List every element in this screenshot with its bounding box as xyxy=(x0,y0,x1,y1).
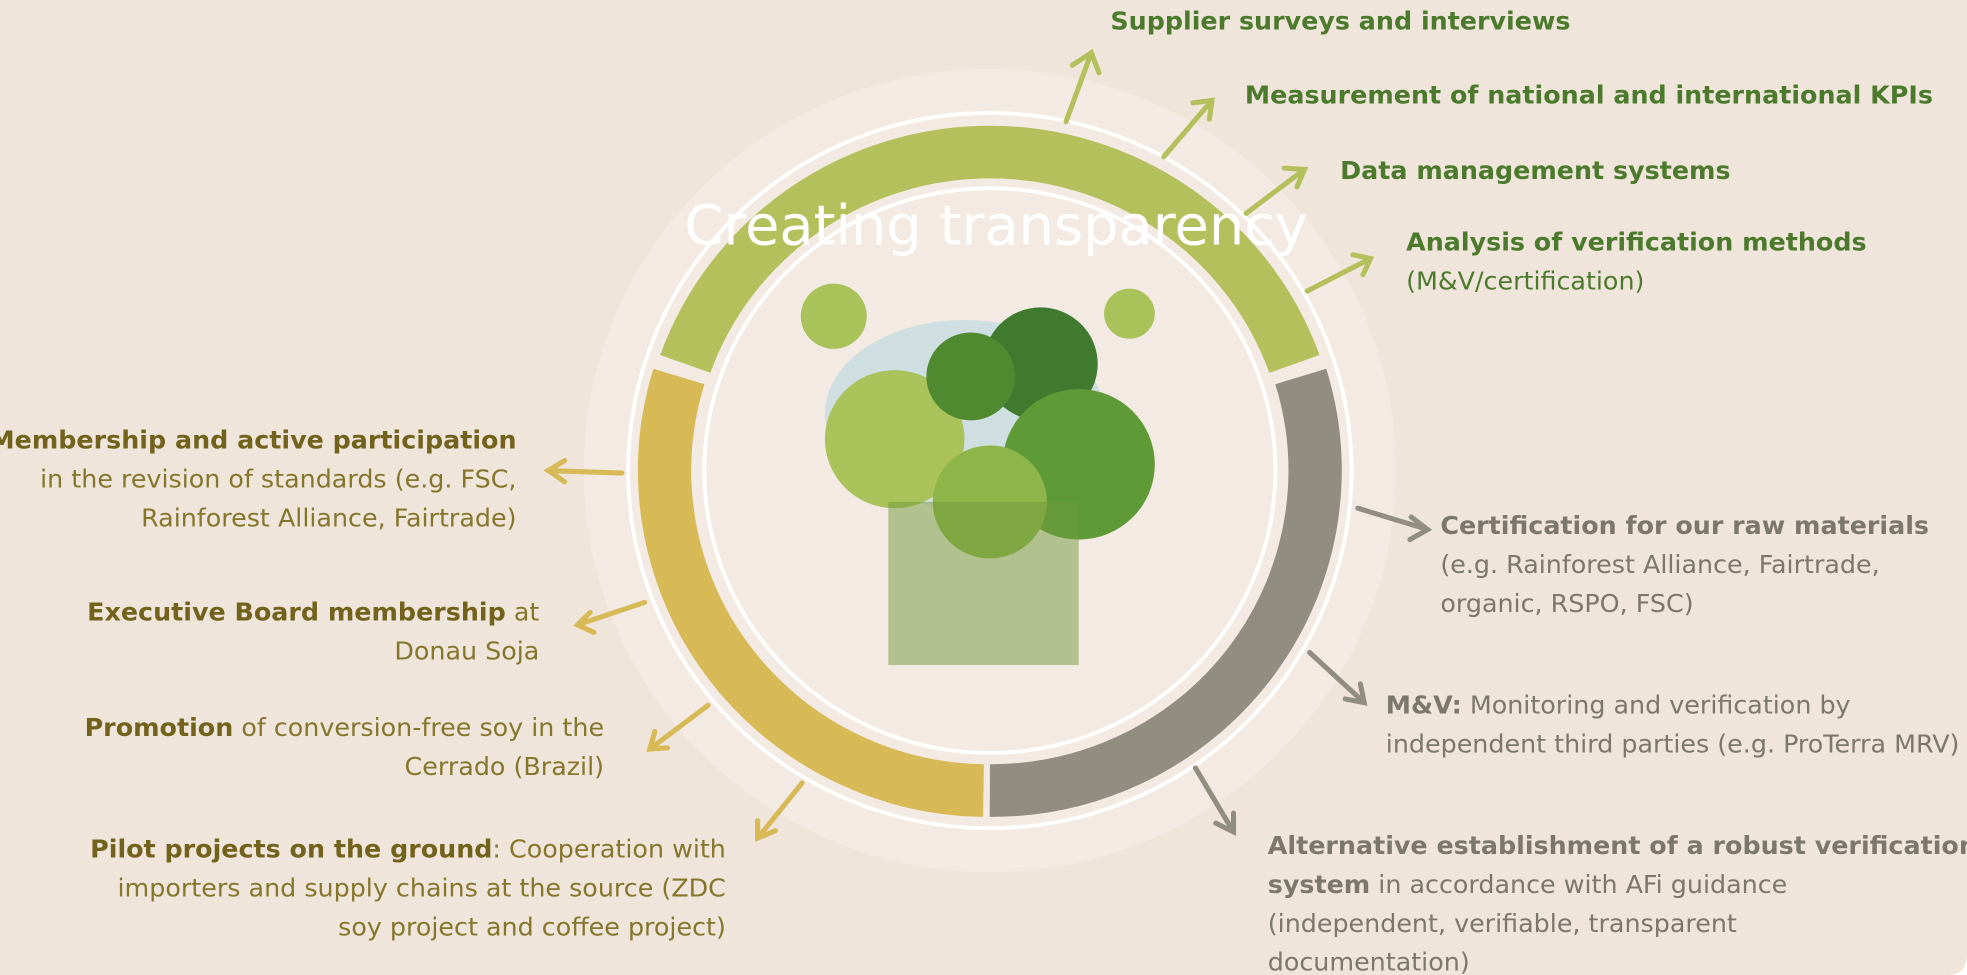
text: : Cooperation with xyxy=(492,835,725,864)
ring-label: Creating transparency xyxy=(684,194,1308,259)
text: independent third parties (e.g. ProTerra… xyxy=(1386,729,1960,758)
text: soy project and coffee project) xyxy=(338,913,726,942)
item-line: in the revision of standards (e.g. FSC, xyxy=(40,465,516,494)
bold-text: Alternative establishment of a robust ve… xyxy=(1268,831,1967,860)
text: in the revision of standards (e.g. FSC, xyxy=(40,465,516,494)
text: organic, RSPO, FSC) xyxy=(1440,589,1693,618)
item-line: M&V: Monitoring and verification by xyxy=(1386,691,1851,720)
item-line: independent third parties (e.g. ProTerra… xyxy=(1386,729,1960,758)
text: Donau Soja xyxy=(394,637,539,666)
text: Monitoring and verification by xyxy=(1462,691,1851,720)
icon xyxy=(801,284,867,349)
item-line: organic, RSPO, FSC) xyxy=(1440,589,1693,618)
diagram: Creating transparency Membership and act… xyxy=(0,0,1967,975)
text: (e.g. Rainforest Alliance, Fairtrade, xyxy=(1440,550,1879,579)
item-line: Alternative establishment of a robust ve… xyxy=(1268,831,1967,860)
item-line: (independent, verifiable, transparent xyxy=(1268,909,1737,938)
text: importers and supply chains at the sourc… xyxy=(118,874,726,903)
bold-text: Promotion xyxy=(85,713,234,742)
tree xyxy=(926,333,1015,421)
text: in accordance with AFi guidance xyxy=(1370,870,1787,899)
item-line: Membership and active participation xyxy=(0,426,516,455)
item-line: (e.g. Rainforest Alliance, Fairtrade, xyxy=(1440,550,1879,579)
item-line: Executive Board membership at xyxy=(87,598,539,627)
item-line: Pilot projects on the ground: Cooperatio… xyxy=(90,835,726,864)
item-line: (M&V/certification) xyxy=(1406,266,1644,295)
item-line: Supplier surveys and interviews xyxy=(1110,7,1570,36)
item-line: Donau Soja xyxy=(394,637,539,666)
item-line: Data management systems xyxy=(1340,156,1730,185)
text: (independent, verifiable, transparent xyxy=(1268,909,1737,938)
item-line: Cerrado (Brazil) xyxy=(405,752,605,781)
item-line: Certification for our raw materials xyxy=(1440,511,1929,540)
item-line: Rainforest Alliance, Fairtrade) xyxy=(141,504,516,533)
bold-text: M&V: xyxy=(1386,691,1462,720)
item-line: Analysis of verification methods xyxy=(1406,228,1866,257)
item-line: system in accordance with AFi guidance xyxy=(1268,870,1788,899)
icon xyxy=(1104,289,1155,339)
bold-text: system xyxy=(1268,870,1370,899)
text: documentation) xyxy=(1268,948,1470,975)
bold-text: Supplier surveys and interviews xyxy=(1110,7,1570,36)
text: at xyxy=(506,598,540,627)
bold-text: Membership and active participation xyxy=(0,426,516,455)
bold-text: Measurement of national and internationa… xyxy=(1245,81,1933,110)
forest-floor xyxy=(888,502,1078,665)
text: of conversion-free soy in the xyxy=(233,713,604,742)
bold-text: Executive Board membership xyxy=(87,598,506,627)
bold-text: Analysis of verification methods xyxy=(1406,228,1866,257)
text: Cerrado (Brazil) xyxy=(405,752,605,781)
item-line: importers and supply chains at the sourc… xyxy=(118,874,726,903)
item-line: Measurement of national and internationa… xyxy=(1245,81,1933,110)
bold-text: Certification for our raw materials xyxy=(1440,511,1929,540)
item-line: documentation) xyxy=(1268,948,1470,975)
item-line: soy project and coffee project) xyxy=(338,913,726,942)
bold-text: Pilot projects on the ground xyxy=(90,835,492,864)
text: Rainforest Alliance, Fairtrade) xyxy=(141,504,516,533)
item-line: Promotion of conversion-free soy in the xyxy=(85,713,604,742)
text: (M&V/certification) xyxy=(1406,266,1644,295)
bold-text: Data management systems xyxy=(1340,156,1730,185)
